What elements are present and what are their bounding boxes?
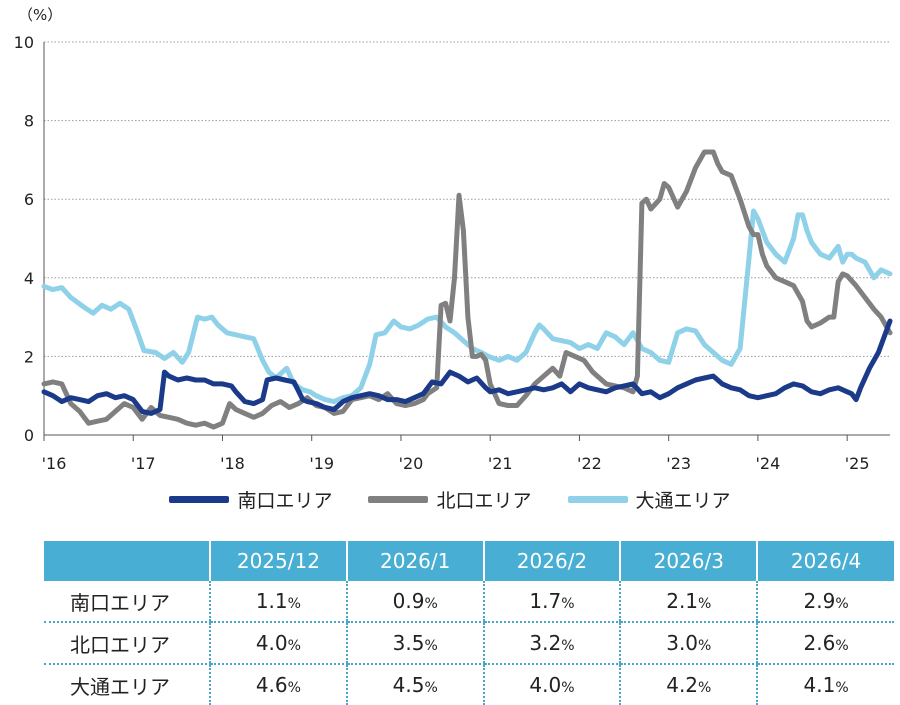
vacancy-rate-table: 2025/12 2026/1 2026/2 2026/3 2026/4 南口エリ… bbox=[44, 541, 894, 705]
table-header-cell: 2026/2 bbox=[483, 541, 622, 581]
cell-value: 2.9 bbox=[803, 589, 836, 613]
table-row: 北口エリア 4.0% 3.5% 3.2% 3.0% 2.6% bbox=[44, 622, 894, 665]
y-tick-label: 0 bbox=[24, 426, 34, 445]
table-cell: 4.5% bbox=[345, 664, 484, 705]
y-tick-label: 2 bbox=[24, 347, 34, 366]
x-tick-label: '19 bbox=[309, 454, 334, 473]
table-cell: 2.6% bbox=[756, 622, 894, 665]
table-cell: 3.0% bbox=[619, 622, 758, 665]
cell-value: 4.0 bbox=[255, 631, 288, 655]
y-tick-label: 8 bbox=[24, 112, 34, 131]
cell-value: 3.0 bbox=[666, 631, 699, 655]
table-header-cell bbox=[44, 541, 211, 581]
cell-unit: % bbox=[561, 596, 575, 612]
cell-value: 4.2 bbox=[666, 673, 699, 697]
x-tick-label: '22 bbox=[577, 454, 602, 473]
table-cell: 4.0% bbox=[482, 664, 621, 705]
line-chart: （%） 0 2 4 6 8 10 '16 '17 '18 '19 '20 '21 '22 '23 '24 '… bbox=[14, 6, 893, 473]
table-cell: 4.2% bbox=[619, 664, 758, 705]
cell-value: 1.1 bbox=[255, 589, 288, 613]
legend-swatch-odori bbox=[567, 496, 628, 503]
x-tick-label: '25 bbox=[845, 454, 870, 473]
cell-unit: % bbox=[287, 680, 301, 696]
cell-value: 0.9 bbox=[392, 589, 425, 613]
series-line bbox=[41, 149, 893, 430]
cell-unit: % bbox=[698, 596, 712, 612]
cell-unit: % bbox=[287, 638, 301, 654]
cell-unit: % bbox=[561, 680, 575, 696]
table-header-cell: 2025/12 bbox=[210, 541, 348, 581]
table-header-row: 2025/12 2026/1 2026/2 2026/3 2026/4 bbox=[44, 541, 894, 581]
table-cell: 2.1% bbox=[619, 581, 758, 623]
cell-unit: % bbox=[424, 680, 438, 696]
table-cell: 3.5% bbox=[345, 622, 484, 665]
x-tick-label: '18 bbox=[220, 454, 245, 473]
table-row: 南口エリア 1.1% 0.9% 1.7% 2.1% 2.9% bbox=[44, 581, 894, 623]
legend-swatch-south bbox=[169, 496, 230, 503]
table-cell: 4.0% bbox=[209, 622, 347, 665]
legend-label-north: 北口エリア bbox=[436, 490, 532, 512]
cell-unit: % bbox=[698, 638, 712, 654]
cell-unit: % bbox=[561, 638, 575, 654]
row-label: 南口エリア bbox=[44, 581, 210, 623]
cell-value: 3.2 bbox=[529, 631, 562, 655]
x-tick-label: '24 bbox=[756, 454, 781, 473]
table-header-cell: 2026/3 bbox=[620, 541, 759, 581]
table-header-cell: 2026/1 bbox=[346, 541, 485, 581]
series-line bbox=[41, 318, 893, 416]
row-label: 北口エリア bbox=[44, 622, 210, 665]
cell-unit: % bbox=[424, 638, 438, 654]
x-tick-label: '20 bbox=[399, 454, 424, 473]
y-tick-label: 6 bbox=[24, 190, 34, 209]
table-row: 大通エリア 4.6% 4.5% 4.0% 4.2% 4.1% bbox=[44, 664, 894, 705]
cell-unit: % bbox=[835, 638, 849, 654]
x-tick-label: '23 bbox=[666, 454, 691, 473]
cell-value: 3.5 bbox=[392, 631, 425, 655]
cell-value: 2.1 bbox=[666, 589, 699, 613]
cell-value: 1.7 bbox=[529, 589, 562, 613]
cell-value: 4.5 bbox=[392, 673, 425, 697]
row-label: 大通エリア bbox=[70, 674, 170, 699]
table-cell: 3.2% bbox=[482, 622, 621, 665]
cell-value: 4.6 bbox=[255, 673, 288, 697]
cell-unit: % bbox=[287, 596, 301, 612]
table-cell: 4.1% bbox=[756, 664, 894, 705]
cell-unit: % bbox=[835, 680, 849, 696]
table-cell: 1.1% bbox=[209, 581, 347, 623]
chart-legend: 南口エリア 北口エリア 大通エリア bbox=[0, 486, 900, 513]
table-cell: 1.7% bbox=[482, 581, 621, 623]
table-cell: 2.9% bbox=[756, 581, 894, 623]
legend-swatch-north bbox=[368, 496, 429, 503]
cell-unit: % bbox=[698, 680, 712, 696]
cell-value: 4.1 bbox=[803, 673, 836, 697]
x-tick-label: '17 bbox=[131, 454, 156, 473]
cell-value: 2.6 bbox=[803, 631, 836, 655]
y-tick-label: 10 bbox=[14, 33, 34, 52]
table-cell: 4.6% bbox=[209, 664, 347, 705]
series-line bbox=[41, 208, 893, 405]
legend-item-south: 南口エリア bbox=[169, 486, 332, 513]
cell-unit: % bbox=[424, 596, 438, 612]
table-cell: 0.9% bbox=[345, 581, 484, 623]
x-tick-label: '16 bbox=[42, 454, 67, 473]
cell-unit: % bbox=[835, 596, 849, 612]
legend-item-odori: 大通エリア bbox=[567, 486, 731, 513]
x-tick-label: '21 bbox=[488, 454, 513, 473]
cell-value: 4.0 bbox=[529, 673, 562, 697]
legend-label-odori: 大通エリア bbox=[635, 490, 731, 512]
legend-item-north: 北口エリア bbox=[368, 486, 532, 513]
table-header-cell: 2026/4 bbox=[757, 541, 894, 581]
y-tick-label: 4 bbox=[24, 269, 34, 288]
legend-label-south: 南口エリア bbox=[237, 490, 333, 512]
y-unit-label: （%） bbox=[18, 6, 62, 24]
